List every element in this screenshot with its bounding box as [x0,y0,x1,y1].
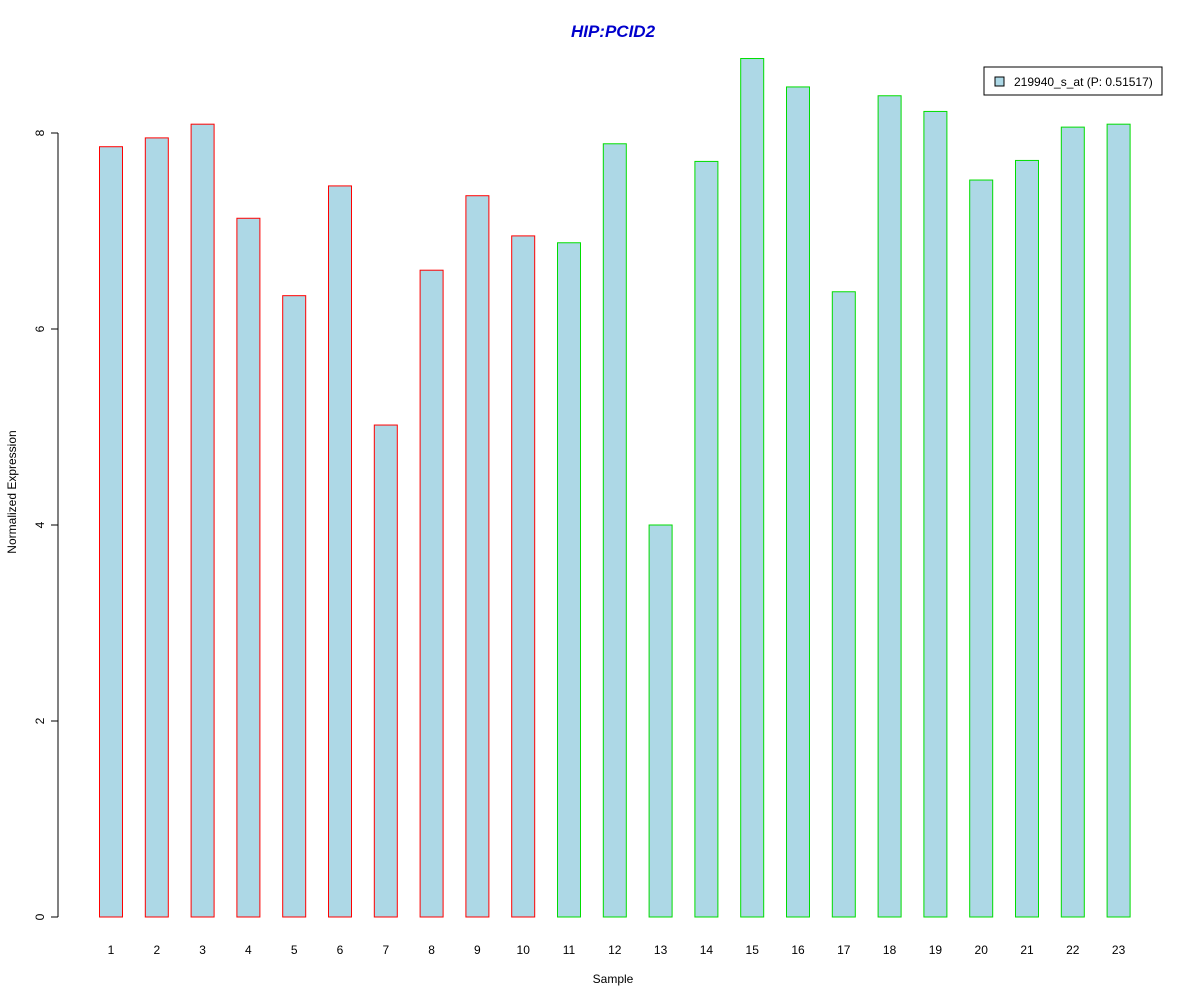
bar [236,217,261,918]
x-tick-label: 3 [199,943,206,957]
bar [786,86,810,918]
bar [144,137,169,918]
bar [1106,123,1131,918]
legend-box [983,66,1163,96]
bar [511,235,536,918]
bar [740,58,765,918]
bar [831,291,856,918]
x-tick-label: 10 [517,943,531,957]
y-tick-label: 2 [33,717,47,724]
x-tick-label: 7 [382,943,389,957]
bar [557,242,581,918]
y-axis: 0 2 4 6 8 [33,129,59,920]
x-tick-label: 15 [746,943,760,957]
x-tick-label: 6 [337,943,344,957]
x-tick-label: 1 [108,943,115,957]
bar [328,185,352,918]
bar [969,179,994,918]
legend: 219940_s_at (P: 0.51517) [983,66,1163,96]
bar [99,146,123,918]
x-tick-label: 12 [608,943,622,957]
x-tick-label: 8 [428,943,435,957]
y-axis-label: Normalized Expression [5,430,19,553]
bar [923,110,948,918]
bar [648,524,673,918]
legend-swatch [994,76,1005,87]
y-tick-label: 4 [33,521,47,528]
x-tick-label: 4 [245,943,252,957]
bar [190,123,215,918]
y-tick-label: 8 [33,129,47,136]
x-tick-label: 18 [883,943,897,957]
x-tick-label: 13 [654,943,668,957]
y-tick-label: 0 [33,913,47,920]
bar [1015,159,1039,918]
bar [1060,126,1085,918]
bar [694,160,719,918]
x-tick-label: 5 [291,943,298,957]
bar [602,143,627,918]
x-tick-label: 16 [791,943,805,957]
x-tick-label: 20 [975,943,989,957]
chart-title: HIP:PCID2 [571,22,656,41]
x-tick-label: 11 [563,943,576,957]
legend-label: 219940_s_at (P: 0.51517) [1014,75,1153,89]
x-axis-label: Sample [593,972,634,986]
bar [373,424,398,918]
bar [877,95,902,918]
x-axis: 1 2 3 4 5 6 7 8 9 10 11 12 13 14 15 16 17 18 19 20 21 22 23 [108,943,1126,957]
bar [419,269,444,918]
x-tick-label: 19 [929,943,943,957]
y-tick-label: 6 [33,325,47,332]
x-tick-label: 9 [474,943,481,957]
bar [282,295,307,918]
bars [99,58,1131,918]
x-tick-label: 2 [153,943,160,957]
x-tick-label: 22 [1066,943,1080,957]
x-tick-label: 23 [1112,943,1126,957]
x-tick-label: 21 [1020,943,1034,957]
x-tick-label: 14 [700,943,714,957]
x-tick-label: 17 [837,943,851,957]
bar [465,195,490,918]
